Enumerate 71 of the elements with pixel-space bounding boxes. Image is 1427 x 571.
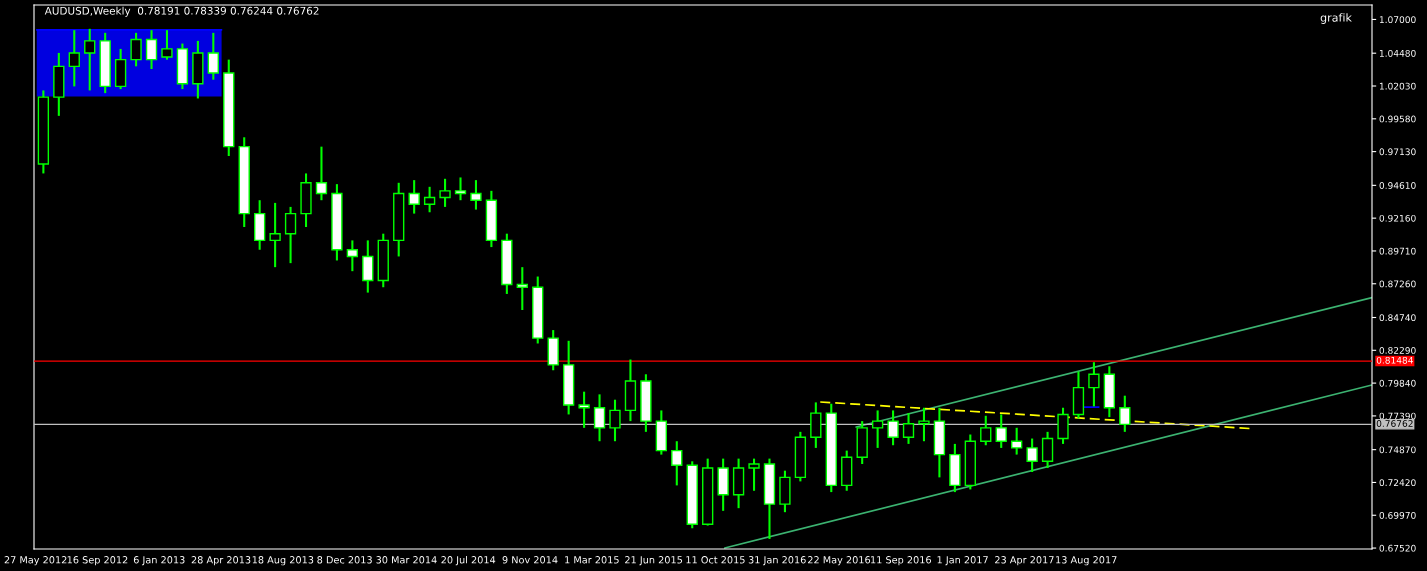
x-tick-label: 1 Mar 2015 [565, 556, 619, 564]
candlestick [1026, 437, 1038, 474]
x-tick-label: 21 Jun 2015 [625, 556, 683, 566]
candlestick [516, 266, 528, 312]
candlestick [871, 409, 884, 449]
chart-title: AUDUSD,Weekly 0.78191 0.78339 0.76244 0.76762 [44, 6, 319, 17]
x-tick-label: 20 Jul 2014 [441, 555, 496, 566]
y-tick-label: 0.84740 [1379, 314, 1416, 322]
x-tick-label: 13 Aug 2017 [1056, 556, 1117, 566]
y-tick-label: 0.99580 [1379, 115, 1416, 123]
candlestick [84, 27, 96, 92]
x-tick-label: 31 Jan 2016 [748, 556, 806, 566]
x-tick-label: 8 Dec 2013 [317, 556, 372, 564]
candlestick [902, 412, 915, 445]
x-tick-label: 18 Aug 2013 [252, 556, 314, 566]
candlestick [748, 457, 760, 492]
x-tick-label: 1 Jan 2017 [937, 556, 988, 566]
candlestick [161, 29, 173, 61]
y-tick-label: 0.72420 [1379, 479, 1416, 487]
y-tick-label: 0.74870 [1379, 446, 1416, 454]
candlestick [671, 440, 683, 487]
candlestick [68, 29, 80, 88]
y-tick-label: 0.92160 [1379, 214, 1416, 222]
annotation: grafik [1320, 13, 1352, 24]
candlestick [408, 179, 420, 215]
candlestick [1011, 426, 1023, 456]
y-tick-label: 0.67520 [1379, 544, 1416, 552]
candlestick [145, 29, 158, 71]
candlestick [207, 31, 219, 81]
y-tick-label: 0.89710 [1379, 247, 1416, 255]
candlestick [1041, 430, 1054, 470]
candlestick [315, 145, 328, 202]
x-tick-label: 16 Sep 2012 [67, 556, 128, 566]
candlestick [980, 414, 992, 447]
candlestick [578, 390, 590, 429]
y-tick-label: 0.94610 [1379, 182, 1416, 189]
y-tick-label: 0.69970 [1379, 511, 1416, 519]
x-tick-label: 30 Mar 2014 [376, 556, 437, 564]
x-tick-label: 11 Oct 2015 [686, 556, 745, 564]
candlestick [130, 31, 142, 68]
y-tick-label: 0.77390 [1379, 412, 1416, 420]
candlestick [439, 177, 451, 208]
candlestick [284, 205, 297, 265]
y-tick-label: 0.82290 [1379, 347, 1416, 354]
candlestick [269, 201, 281, 269]
candlestick [593, 393, 606, 443]
candlestick [995, 413, 1007, 449]
x-tick-label: 11 Sep 2016 [871, 556, 931, 566]
y-tick-label: 1.02030 [1379, 82, 1416, 90]
y-tick-label: 0.97130 [1379, 148, 1416, 156]
candlestick [887, 409, 899, 447]
x-tick-label: 9 Nov 2014 [502, 556, 558, 564]
y-tick-label: 0.87260 [1379, 280, 1416, 288]
ref-line-label: 0.81484 [1376, 356, 1413, 364]
candlestick [918, 406, 930, 443]
ref-line-label: 0.76762 [1376, 420, 1413, 427]
candlestick [1088, 361, 1100, 408]
x-tick-label: 23 Apr 2017 [995, 556, 1054, 566]
x-tick-label: 27 May 2012 [4, 556, 67, 566]
y-tick-label: 0.79840 [1379, 379, 1416, 387]
x-tick-label: 28 Apr 2013 [191, 556, 251, 566]
candlestick [1119, 394, 1131, 433]
candlestick [423, 185, 436, 214]
y-tick-label: 1.07000 [1379, 16, 1416, 24]
candlestick [346, 239, 359, 273]
y-tick-label: 1.04480 [1379, 49, 1416, 57]
candlestick [470, 179, 482, 211]
x-tick-label: 22 May 2016 [808, 556, 871, 566]
candlestick [609, 398, 621, 443]
x-tick-label: 6 Jan 2013 [133, 556, 185, 566]
candlestick [454, 176, 467, 202]
